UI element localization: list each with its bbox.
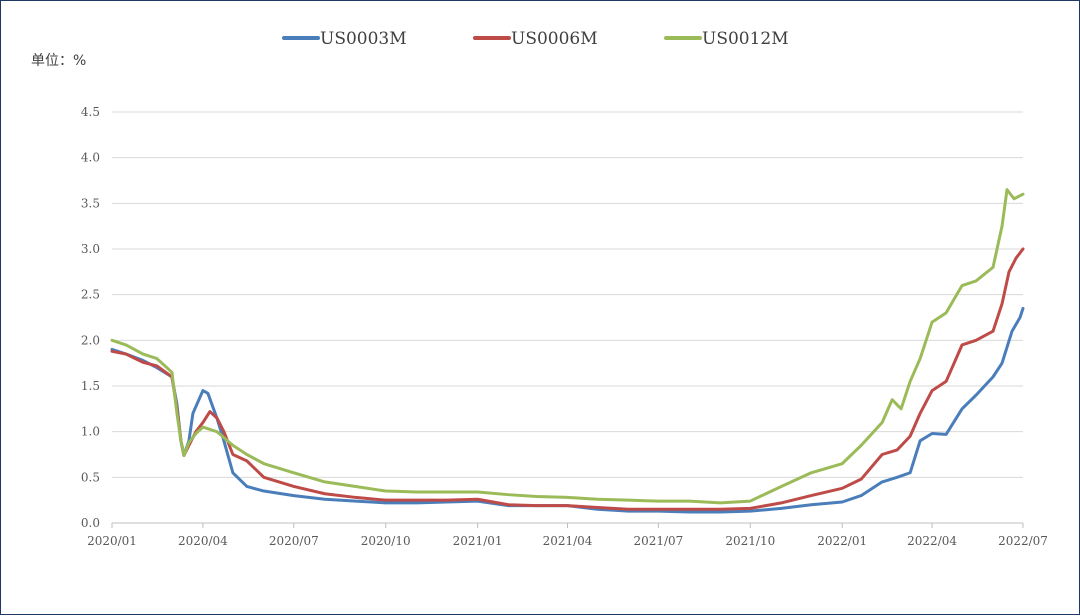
y-tick-label: 1.5 bbox=[81, 379, 100, 393]
y-tick-label: 0.5 bbox=[81, 470, 100, 484]
y-tick-label: 1.0 bbox=[81, 425, 100, 439]
x-tick-label: 2020/04 bbox=[178, 534, 228, 548]
x-tick-label: 2021/01 bbox=[453, 534, 503, 548]
series-line-us0012m bbox=[110, 188, 1025, 505]
y-tick-label: 3.5 bbox=[81, 196, 100, 210]
legend-label: US0012M bbox=[702, 29, 789, 49]
x-tick-label: 2020/10 bbox=[361, 534, 411, 548]
y-tick-label: 2.0 bbox=[81, 333, 100, 347]
x-tick-label: 2021/04 bbox=[543, 534, 593, 548]
legend-label: US0003M bbox=[320, 29, 407, 49]
x-tick-label: 2020/01 bbox=[87, 534, 137, 548]
x-tick-label: 2021/07 bbox=[633, 534, 683, 548]
x-tick-label: 2020/07 bbox=[269, 534, 319, 548]
series-lines bbox=[110, 188, 1025, 514]
x-tick-label: 2021/10 bbox=[725, 534, 775, 548]
unit-label: 单位：% bbox=[31, 53, 86, 69]
x-tick-label: 2022/04 bbox=[907, 534, 957, 548]
x-tick-label: 2022/01 bbox=[817, 534, 867, 548]
y-tick-label: 0.0 bbox=[81, 516, 100, 530]
legend-label: US0006M bbox=[511, 29, 598, 49]
gridlines bbox=[112, 111, 1023, 478]
y-tick-label: 4.5 bbox=[81, 105, 100, 119]
x-tick-label: 2022/07 bbox=[998, 534, 1048, 548]
axes: 0.0 0.5 1.0 1.5 2.0 2.5 3.0 3.5 4.0 4.5 2020/01 202… bbox=[81, 105, 1048, 548]
y-tick-label: 4.0 bbox=[81, 151, 100, 165]
legend: US0003M US0006M US0012M bbox=[282, 29, 789, 49]
series-line-us0006m bbox=[110, 247, 1025, 511]
y-tick-label: 3.0 bbox=[81, 242, 100, 256]
y-tick-label: 2.5 bbox=[81, 288, 100, 302]
